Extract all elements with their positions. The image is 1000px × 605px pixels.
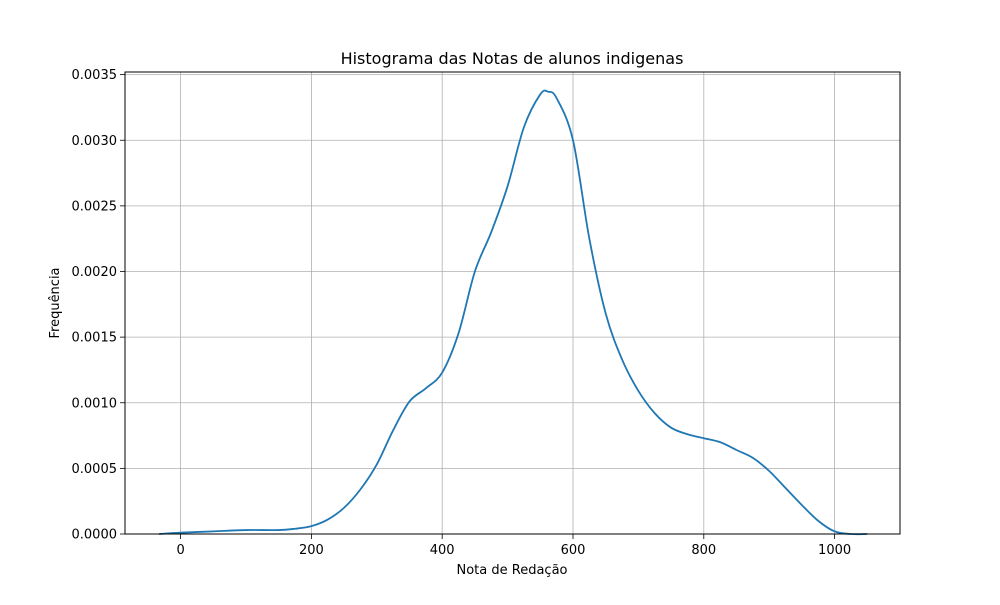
x-tick-label: 200 xyxy=(299,543,324,558)
x-tick-label: 800 xyxy=(691,543,716,558)
y-tick-label: 0.0035 xyxy=(72,68,118,83)
y-axis-ticks: 0.0000 0.0005 0.0010 0.0015 0.0020 0.0025 0.00… xyxy=(72,68,125,543)
x-tick-label: 1000 xyxy=(818,543,851,558)
series-layer xyxy=(158,89,868,536)
chart-title: Histograma das Notas de alunos indigenas xyxy=(341,49,684,68)
x-tick-label: 600 xyxy=(561,543,586,558)
y-tick-label: 0.0015 xyxy=(72,331,118,346)
y-tick-label: 0.0005 xyxy=(72,462,118,477)
plot-area xyxy=(125,72,900,534)
x-axis-label: Nota de Redação xyxy=(457,563,568,578)
y-tick-label: 0.0030 xyxy=(72,134,118,149)
x-tick-label: 400 xyxy=(430,543,455,558)
plot-frame xyxy=(124,71,901,535)
x-tick-label: 0 xyxy=(176,543,184,558)
density-line xyxy=(158,89,868,536)
y-tick-label: 0.0020 xyxy=(72,265,118,280)
y-tick-label: 0.0010 xyxy=(72,396,118,411)
y-tick-label: 0.0000 xyxy=(72,528,118,543)
grid-lines xyxy=(125,72,900,535)
y-axis-label: Frequência xyxy=(48,267,63,338)
y-tick-label: 0.0025 xyxy=(72,199,118,214)
x-axis-ticks: 0 200 400 600 800 1000 xyxy=(176,534,851,558)
